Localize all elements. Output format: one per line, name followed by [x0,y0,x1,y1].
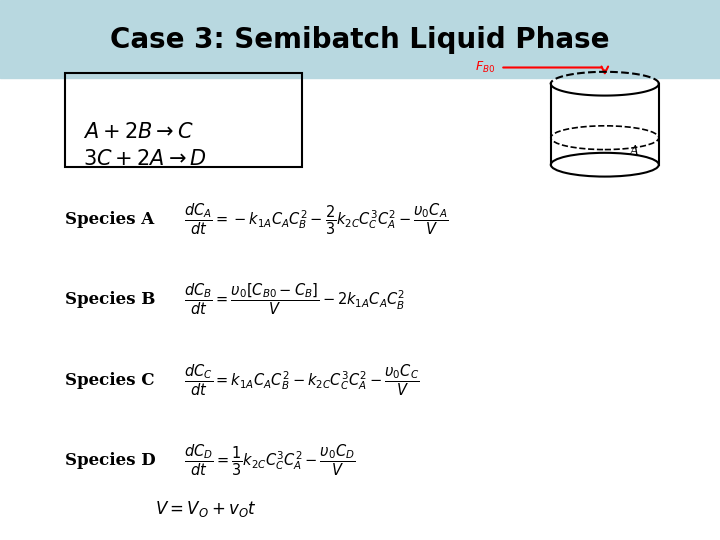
Text: Species A: Species A [65,211,154,228]
Text: $\dfrac{dC_C}{dt} = k_{1A}C_A C_B^2 - k_{2C}C_C^3 C_A^2 - \dfrac{\upsilon_0 C_C}: $\dfrac{dC_C}{dt} = k_{1A}C_A C_B^2 - k_… [184,363,419,399]
Text: $V=V_O+v_Ot$: $V=V_O+v_Ot$ [155,500,256,519]
Text: Species D: Species D [65,451,156,469]
Bar [0,0,720,78]
Text: $A + 2B \rightarrow C$: $A + 2B \rightarrow C$ [83,122,194,143]
Text: Species B: Species B [65,291,156,308]
Text: $\dfrac{dC_B}{dt} = \dfrac{\upsilon_0[C_{B0} - C_B]}{V} - 2k_{1A}C_A C_B^2$: $\dfrac{dC_B}{dt} = \dfrac{\upsilon_0[C_… [184,282,405,318]
Text: $3C + 2A \rightarrow D$: $3C + 2A \rightarrow D$ [83,149,207,170]
Text: Species C: Species C [65,372,154,389]
Text: Case 3: Semibatch Liquid Phase: Case 3: Semibatch Liquid Phase [110,26,610,55]
Text: $F_{B0}$: $F_{B0}$ [475,60,495,75]
Bar [65,73,302,167]
Text: A: A [630,145,639,158]
Text: $\dfrac{dC_D}{dt} = \dfrac{1}{3}k_{2C}C_C^3 C_A^2 - \dfrac{\upsilon_0 C_D}{V}$: $\dfrac{dC_D}{dt} = \dfrac{1}{3}k_{2C}C_… [184,442,356,478]
Text: $\dfrac{dC_A}{dt} = -k_{1A}C_A C_B^2 - \dfrac{2}{3}k_{2C}C_C^3 C_A^2 - \dfrac{\u: $\dfrac{dC_A}{dt} = -k_{1A}C_A C_B^2 - \… [184,202,448,238]
